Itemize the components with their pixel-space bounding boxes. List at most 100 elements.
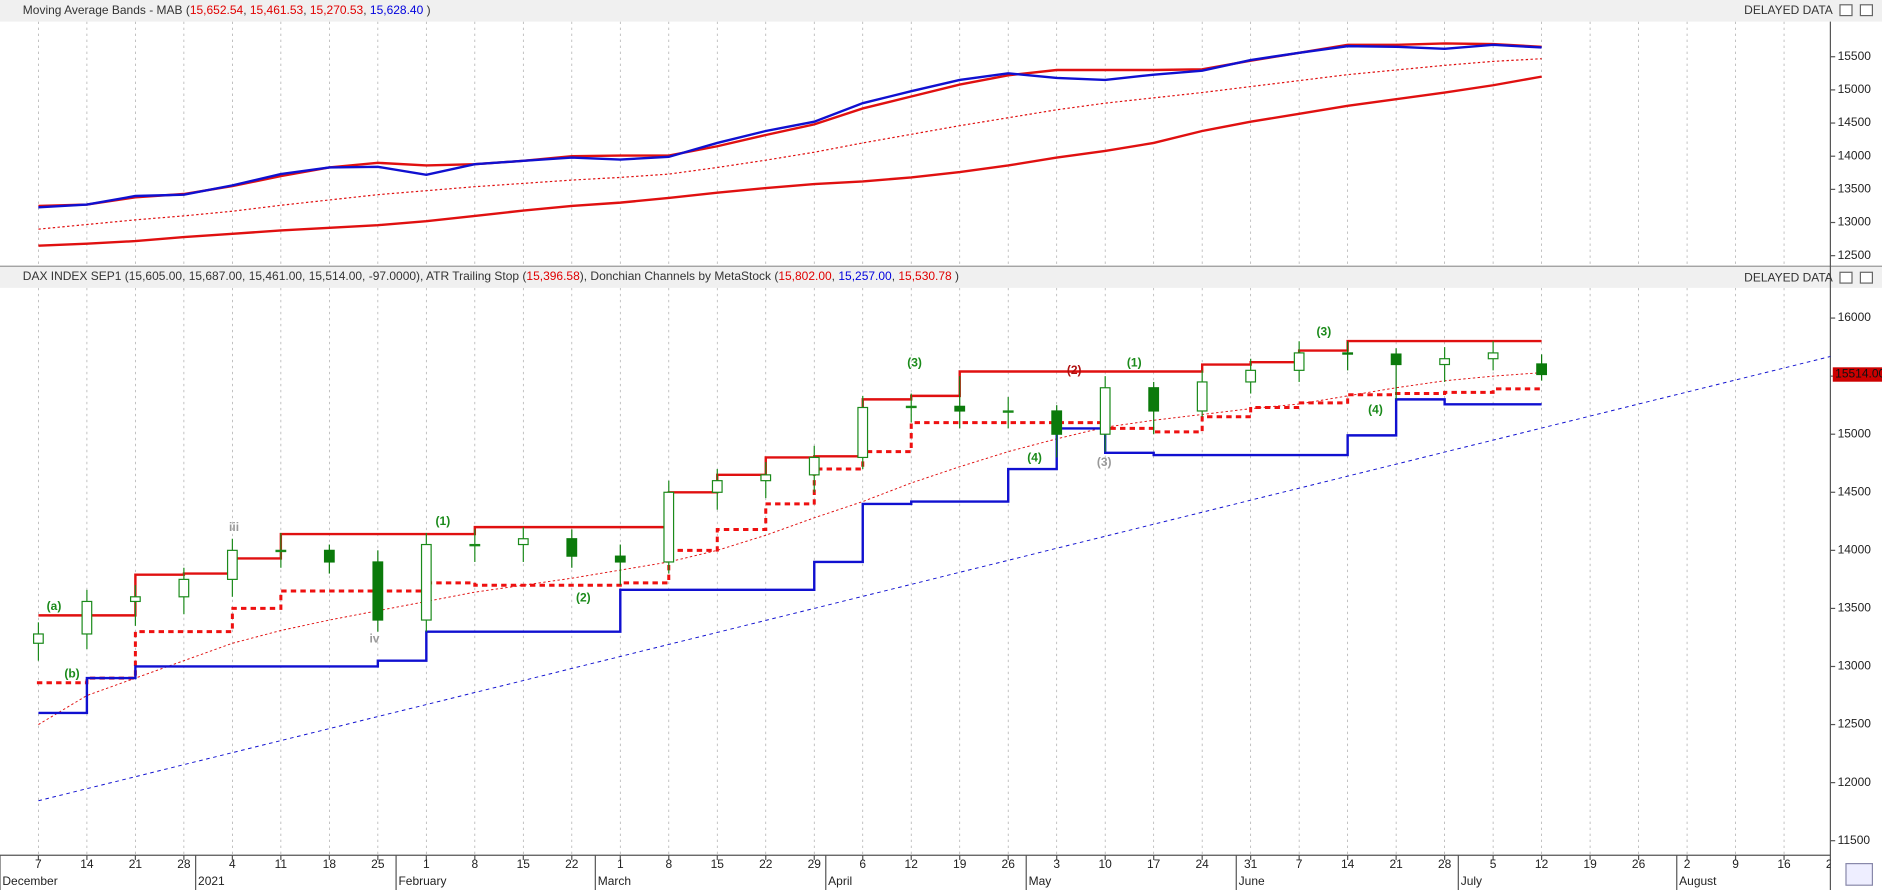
candle-body xyxy=(663,491,675,563)
y-tick-label: 12500 xyxy=(1838,248,1872,262)
x-tick-label: 5 xyxy=(1490,857,1497,871)
candle-body xyxy=(1293,352,1305,371)
x-tick-label: 15 xyxy=(517,857,531,871)
x-tick-label: 19 xyxy=(953,857,967,871)
wave-label: (a) xyxy=(47,599,62,613)
candle-body xyxy=(1196,381,1208,412)
x-tick-label: 10 xyxy=(1099,857,1113,871)
title-segment: ) xyxy=(423,3,430,17)
y-tick-label: 12000 xyxy=(1838,775,1872,789)
restore-button[interactable] xyxy=(1839,4,1853,17)
candle-body xyxy=(1342,352,1354,355)
x-tick-label: 12 xyxy=(1535,857,1549,871)
x-tick-label: 22 xyxy=(565,857,579,871)
price-tag-label: 15514.00 xyxy=(1835,367,1882,381)
x-tick-label: 7 xyxy=(35,857,42,871)
candle-body xyxy=(1390,353,1402,366)
title-segment: Moving Average Bands - MAB ( xyxy=(23,3,190,17)
indicator-line xyxy=(38,58,1542,230)
candle-body xyxy=(1439,358,1451,366)
x-tick-label: 29 xyxy=(808,857,822,871)
wave-label: (3) xyxy=(1317,324,1332,338)
candle-body xyxy=(1536,363,1548,376)
x-tick-label: 28 xyxy=(1438,857,1452,871)
wave-label: (4) xyxy=(1368,402,1383,416)
x-tick-label: 8 xyxy=(665,857,672,871)
y-tick-label: 13000 xyxy=(1838,215,1872,229)
month-label: February xyxy=(398,874,446,888)
x-tick-label: 26 xyxy=(1002,857,1016,871)
x-tick-label: 6 xyxy=(859,857,866,871)
price-tag xyxy=(1832,367,1882,382)
x-tick-label: 15 xyxy=(711,857,725,871)
x-tick-label: 9 xyxy=(1732,857,1739,871)
wave-label: (1) xyxy=(436,514,451,528)
x-tick-label: 14 xyxy=(1341,857,1355,871)
x-tick-label: 24 xyxy=(1196,857,1210,871)
title-segment: ) xyxy=(952,269,959,283)
wave-label: (3) xyxy=(907,356,922,370)
y-tick-label: 14500 xyxy=(1838,484,1872,498)
plot-area: (a) (b) iii iv (1) (2) (3) (2) (4) (3) (1) (3) (4) xyxy=(33,287,1831,856)
indicator-line xyxy=(38,355,1831,802)
candle-body xyxy=(420,543,432,621)
panel-header xyxy=(0,0,1882,22)
indicator-line xyxy=(36,386,1544,685)
candle-body xyxy=(566,538,578,557)
indicator-line xyxy=(38,398,1542,715)
x-tick-label: 21 xyxy=(1389,857,1403,871)
candle-body xyxy=(178,578,190,598)
candle-body xyxy=(954,405,966,412)
title-segment: , xyxy=(363,3,370,17)
title-segment: 15,257.00 xyxy=(838,269,892,283)
x-tick-label: 26 xyxy=(1632,857,1646,871)
title-segment: 15,270.53 xyxy=(310,3,364,17)
y-tick-label: 14500 xyxy=(1838,115,1872,129)
candle-body xyxy=(857,406,869,459)
restore-button[interactable] xyxy=(1839,271,1853,284)
wave-label: (2) xyxy=(1067,363,1082,377)
title-segment: 15,530.78 xyxy=(898,269,952,283)
panel-header xyxy=(0,266,1882,288)
x-tick-label: 22 xyxy=(759,857,773,871)
candle-body xyxy=(614,555,626,563)
title-segment: ), Donchian Channels by MetaStock ( xyxy=(580,269,779,283)
indicator-line xyxy=(38,75,1542,247)
x-tick-label: 1 xyxy=(423,857,430,871)
x-tick-label: 23 xyxy=(1826,857,1840,871)
title-segment: 15,628.40 xyxy=(370,3,424,17)
x-tick-label: 21 xyxy=(129,857,143,871)
wave-label: (3) xyxy=(1097,455,1112,469)
title-segment: 15,461.53 xyxy=(250,3,304,17)
x-tick-label: 14 xyxy=(80,857,94,871)
title-segment: , xyxy=(892,269,899,283)
title-segment: DAX INDEX SEP1 (15,605.00, 15,687.00, 15… xyxy=(23,269,527,283)
corner-icon[interactable] xyxy=(1845,863,1873,886)
status-text: DELAYED DATA xyxy=(1744,270,1833,284)
candle-body xyxy=(1099,387,1111,435)
candle-body xyxy=(517,538,529,546)
month-label: 2021 xyxy=(198,874,225,888)
x-tick-label: 8 xyxy=(471,857,478,871)
status-text: DELAYED DATA xyxy=(1744,3,1833,17)
panel-title: Moving Average Bands - MAB (15,652.54, 1… xyxy=(23,3,431,17)
x-tick-label: 1 xyxy=(617,857,624,871)
wave-label: (2) xyxy=(576,591,591,605)
month-label: July xyxy=(1461,874,1482,888)
y-tick-label: 13500 xyxy=(1838,182,1872,196)
wave-label: iii xyxy=(229,520,239,534)
title-segment: , xyxy=(243,3,250,17)
x-tick-label: 4 xyxy=(229,857,236,871)
plot-area xyxy=(38,21,1785,267)
indicator-line xyxy=(38,43,1542,209)
x-tick-label: 12 xyxy=(905,857,919,871)
y-tick-label: 15500 xyxy=(1838,49,1872,63)
candle-body xyxy=(129,596,141,603)
month-label: March xyxy=(598,874,631,888)
wave-label: iv xyxy=(369,631,379,645)
close-button[interactable] xyxy=(1859,271,1873,284)
x-tick-label: 19 xyxy=(1583,857,1597,871)
y-tick-label: 16000 xyxy=(1838,310,1872,324)
close-button[interactable] xyxy=(1859,4,1873,17)
candle-body xyxy=(1002,410,1014,413)
